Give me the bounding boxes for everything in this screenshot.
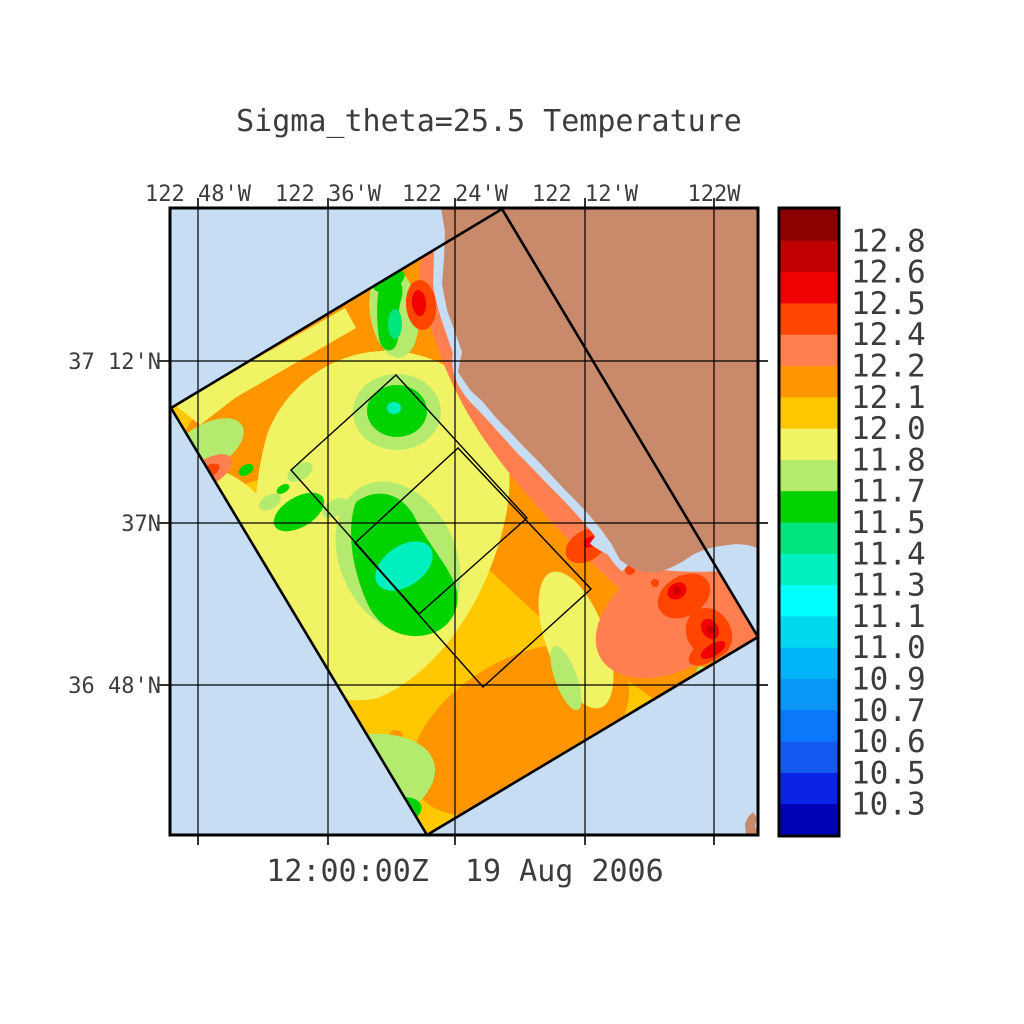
x-axis-label: 122 48'W bbox=[145, 182, 252, 207]
colorbar-label: 12.5 bbox=[851, 286, 926, 322]
nested-domain-outlines bbox=[290, 374, 592, 688]
colorbar-segment bbox=[780, 710, 838, 743]
colorbar-label: 12.4 bbox=[851, 317, 926, 353]
colorbar-segment bbox=[780, 209, 838, 242]
x-axis-labels: 122 48'W 122 36'W 122 24'W 122 12'W 122W bbox=[145, 182, 741, 207]
y-axis-labels: 37 12'N 37N 36 48'N bbox=[68, 350, 161, 699]
colorbar-segment bbox=[780, 240, 838, 273]
colorbar-label: 11.8 bbox=[851, 442, 926, 478]
colorbar-label: 12.8 bbox=[851, 223, 926, 259]
colorbar-label: 11.0 bbox=[851, 630, 926, 666]
colorbar-segment bbox=[780, 303, 838, 336]
latlon-grid bbox=[170, 208, 758, 835]
x-axis-label: 122 36'W bbox=[275, 182, 382, 207]
colorbar-label: 11.5 bbox=[851, 505, 926, 541]
plot-frame bbox=[168, 206, 760, 837]
colorbar-segment bbox=[780, 647, 838, 680]
colorbar-label: 12.0 bbox=[851, 411, 926, 447]
colorbar-segment bbox=[780, 804, 838, 837]
colorbar-label: 10.5 bbox=[851, 755, 926, 791]
land-point-sur bbox=[745, 812, 758, 835]
colorbar-label: 10.6 bbox=[851, 724, 926, 760]
colorbar-segment bbox=[780, 428, 838, 461]
colorbar-label: 10.3 bbox=[851, 787, 926, 823]
colorbar-segment bbox=[780, 585, 838, 617]
colorbar-segment bbox=[780, 616, 838, 649]
colorbar-segment bbox=[780, 397, 838, 430]
x-axis-label: 122 24'W bbox=[402, 182, 509, 207]
colorbar-segments bbox=[780, 209, 838, 837]
colorbar-label: 11.7 bbox=[851, 474, 926, 510]
valid-time-label: 12:00:00Z 19 Aug 2006 bbox=[266, 854, 663, 889]
colorbar-segment bbox=[780, 679, 838, 711]
x-axis-label: 122W bbox=[688, 182, 742, 207]
colorbar-segment bbox=[780, 272, 838, 304]
y-axis-label: 37N bbox=[121, 512, 161, 537]
map-content bbox=[171, 208, 758, 835]
plot-title: Sigma_theta=25.5 Temperature bbox=[236, 104, 742, 139]
colorbar-labels: 12.812.612.512.412.212.112.011.811.711.5… bbox=[851, 223, 926, 822]
colorbar-label: 11.3 bbox=[851, 568, 926, 604]
axis-ticks bbox=[157, 198, 768, 845]
x-axis-label: 122 12'W bbox=[532, 182, 639, 207]
colorbar-segment bbox=[780, 459, 838, 492]
colorbar-label: 10.7 bbox=[851, 693, 926, 729]
colorbar-label: 12.1 bbox=[851, 380, 926, 416]
colorbar-label: 11.1 bbox=[851, 599, 926, 635]
nested-box-2 bbox=[354, 447, 592, 688]
colorbar: 12.812.612.512.412.212.112.011.811.711.5… bbox=[777, 206, 926, 838]
colorbar-segment bbox=[780, 522, 838, 555]
colorbar-segment bbox=[780, 772, 838, 805]
colorbar-segment bbox=[780, 334, 838, 367]
colorbar-segment bbox=[780, 366, 838, 398]
colorbar-label: 12.2 bbox=[851, 349, 926, 385]
land-california bbox=[441, 208, 758, 572]
y-axis-label: 36 48'N bbox=[68, 674, 161, 699]
y-axis-label: 37 12'N bbox=[68, 350, 161, 375]
colorbar-label: 11.4 bbox=[851, 536, 926, 572]
colorbar-border bbox=[777, 206, 841, 838]
colorbar-segment bbox=[780, 491, 838, 524]
colorbar-label: 10.9 bbox=[851, 662, 926, 698]
colorbar-label: 12.6 bbox=[851, 255, 926, 291]
colorbar-segment bbox=[780, 553, 838, 586]
colorbar-segment bbox=[780, 741, 838, 774]
